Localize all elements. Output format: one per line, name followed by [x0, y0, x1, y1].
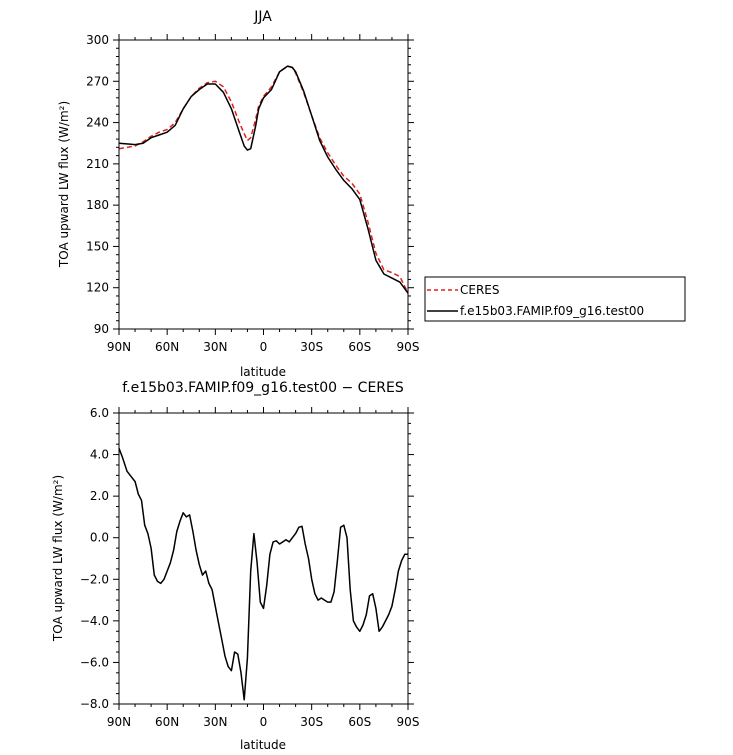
x-tick-label: 90N — [107, 715, 131, 729]
top-panel: JJA 90 120 150 180 210 240 270 300 90N 60N 30N 0 30… — [57, 9, 419, 379]
y-tick-label: 210 — [86, 157, 109, 171]
x-tick-label: 90S — [397, 340, 420, 354]
y-tick-label: −8.0 — [80, 697, 109, 711]
x-tick-label: 60S — [348, 340, 371, 354]
y-tick-label: −2.0 — [80, 572, 109, 586]
legend-label-ceres: CERES — [460, 283, 500, 297]
y-tick-label: 90 — [94, 322, 109, 336]
top-ticks — [113, 34, 414, 335]
bottom-y-axis-label: TOA upward LW flux (W/m²) — [51, 475, 65, 642]
bottom-series — [118, 448, 408, 701]
top-y-axis-label: TOA upward LW flux (W/m²) — [57, 101, 71, 268]
y-tick-label: 150 — [86, 239, 109, 253]
legend-box — [424, 276, 686, 322]
bottom-ticks — [113, 407, 414, 710]
x-tick-label: 30S — [300, 340, 323, 354]
top-series-line-1 — [118, 65, 409, 294]
top-series — [118, 65, 409, 294]
legend: CERES f.e15b03.FAMIP.f09_g16.test00 — [424, 276, 686, 322]
top-plot-frame — [118, 39, 409, 330]
y-tick-label: 300 — [86, 33, 109, 47]
x-tick-label: 60S — [348, 715, 371, 729]
x-tick-label: 30S — [300, 715, 323, 729]
x-tick-label: 90S — [397, 715, 420, 729]
y-tick-label: 270 — [86, 74, 109, 88]
x-tick-label: 60N — [155, 340, 179, 354]
x-tick-label: 30N — [203, 715, 227, 729]
legend-label-model: f.e15b03.FAMIP.f09_g16.test00 — [460, 304, 644, 318]
x-tick-label: 60N — [155, 715, 179, 729]
bottom-panel: f.e15b03.FAMIP.f09_g16.test00 − CERES −8… — [51, 380, 419, 752]
y-tick-label: 4.0 — [90, 448, 109, 462]
bottom-chart-title: f.e15b03.FAMIP.f09_g16.test00 − CERES — [122, 380, 404, 396]
bottom-y-tick-labels: −8.0 −6.0 −4.0 −2.0 0.0 2.0 4.0 6.0 — [80, 406, 109, 711]
bottom-x-axis-label: latitude — [240, 738, 286, 752]
x-tick-label: 90N — [107, 340, 131, 354]
x-tick-label: 0 — [260, 715, 268, 729]
top-series-line-0 — [118, 65, 409, 294]
top-chart-title: JJA — [253, 9, 272, 25]
y-tick-label: −6.0 — [80, 655, 109, 669]
bottom-series-line-0 — [118, 448, 408, 701]
y-tick-label: 2.0 — [90, 489, 109, 503]
y-tick-label: 0.0 — [90, 531, 109, 545]
x-tick-label: 0 — [260, 340, 268, 354]
bottom-x-tick-labels: 90N 60N 30N 0 30S 60S 90S — [107, 715, 420, 729]
y-tick-label: −4.0 — [80, 614, 109, 628]
top-x-axis-label: latitude — [240, 365, 286, 379]
x-tick-label: 30N — [203, 340, 227, 354]
top-x-tick-labels: 90N 60N 30N 0 30S 60S 90S — [107, 340, 420, 354]
y-tick-label: 240 — [86, 116, 109, 130]
y-tick-label: 120 — [86, 281, 109, 295]
y-tick-label: 6.0 — [90, 406, 109, 420]
top-y-tick-labels: 90 120 150 180 210 240 270 300 — [86, 33, 109, 336]
bottom-plot-frame — [118, 412, 409, 705]
y-tick-label: 180 — [86, 198, 109, 212]
